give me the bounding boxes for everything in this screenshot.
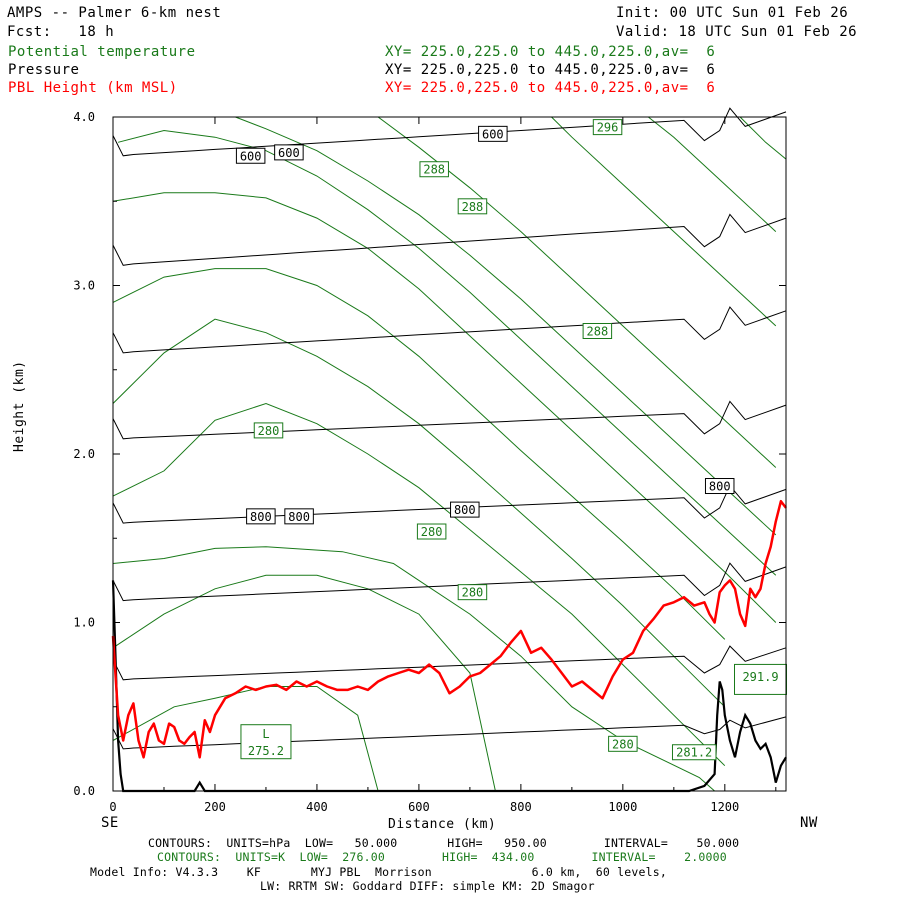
pbl-height-line (111, 499, 787, 759)
theta-label-10: 288 (587, 324, 609, 338)
theta-contour-11 (647, 116, 777, 232)
theta-label-2: 280 (258, 424, 280, 438)
valid-time: Valid: 18 UTC Sun 01 Feb 26 (616, 24, 858, 40)
y-tick-label-4: 4.0 (73, 110, 95, 124)
field-xy-pressure: XY= 225.0,225.0 to 445.0,225.0,av= 6 (385, 62, 716, 78)
pressure-label-3: 800 (709, 480, 731, 494)
theta-label-0: L (262, 727, 269, 741)
pressure-label-4-box (235, 147, 266, 164)
pressure-label-4: 600 (240, 149, 262, 163)
theta-contour-9 (377, 116, 777, 468)
theta-label-6-box (671, 744, 717, 761)
theta-label-5: 280 (612, 737, 634, 751)
footer-contours-pressure: CONTOURS: UNITS=hPa LOW= 50.000 HIGH= 95… (148, 836, 740, 850)
init-time: Init: 00 UTC Sun 01 Feb 26 (616, 5, 849, 21)
theta-label-4-box (457, 584, 488, 601)
theta-contour-6 (112, 192, 777, 623)
theta-label-9: 288 (462, 200, 484, 214)
field-name-pressure: Pressure (8, 62, 80, 78)
theta-label-3-box (416, 523, 447, 540)
theta-label-1: 275.2 (248, 744, 284, 758)
pressure-label-1-box (284, 508, 314, 525)
y-tick-label-2: 2.0 (73, 447, 95, 461)
pressure-label-1: 800 (288, 510, 310, 524)
theta-label-2-box (253, 422, 284, 439)
theta-low-box (240, 724, 292, 760)
theta-contour-3 (112, 402, 726, 767)
pressure-contour-6 (112, 213, 787, 266)
theta-contour-2 (112, 546, 715, 792)
theta-contour-1 (112, 574, 496, 792)
theta-label-3: 280 (421, 525, 443, 539)
pressure-label-6: 600 (482, 127, 504, 141)
pressure-contour-5 (112, 306, 787, 354)
x-tick-label-3: 600 (408, 800, 430, 814)
plot-frame (112, 116, 787, 792)
x-axis-label: Distance (km) (388, 817, 497, 832)
y-tick-label-1: 1.0 (73, 616, 95, 630)
pressure-contour-0 (112, 716, 787, 750)
theta-label-7: 291.9 (742, 670, 778, 684)
field-name-pbl: PBL Height (km MSL) (8, 80, 178, 96)
theta-291-box (734, 663, 788, 695)
pressure-label-0: 800 (250, 510, 272, 524)
y-tick-label-0: 0.0 (73, 784, 95, 798)
theta-label-11: 296 (597, 121, 619, 135)
pressure-label-5-box (274, 144, 304, 161)
field-name-theta: Potential temperature (8, 44, 196, 60)
y-tick-label-3: 3.0 (73, 279, 95, 293)
x-tick-label-1: 200 (204, 800, 226, 814)
pressure-label-3-box (704, 478, 735, 495)
pressure-label-6-box (478, 125, 508, 142)
forecast-hour: Fcst: 18 h (7, 24, 115, 40)
pressure-label-5: 600 (278, 146, 300, 160)
plot-title: AMPS -- Palmer 6-km nest (7, 5, 222, 21)
field-xy-theta: XY= 225.0,225.0 to 445.0,225.0,av= 6 (385, 44, 716, 60)
theta-label-4: 280 (462, 586, 484, 600)
x-tick-label-6: 1200 (710, 800, 739, 814)
theta-label-9-box (457, 198, 488, 215)
x-tick-label-0: 0 (109, 800, 116, 814)
x-end-label-right: NW (800, 815, 818, 831)
footer-model-info: Model Info: V4.3.3 KF MYJ PBL Morrison 6… (90, 865, 668, 879)
theta-contour-10 (551, 116, 777, 327)
pressure-label-0-box (246, 508, 276, 525)
pressure-contour-7 (112, 107, 787, 157)
x-tick-label-4: 800 (510, 800, 532, 814)
x-tick-label-5: 1000 (608, 800, 637, 814)
field-xy-pbl: XY= 225.0,225.0 to 445.0,225.0,av= 6 (385, 80, 716, 96)
theta-label-11-box (592, 119, 623, 136)
footer-physics: LW: RRTM SW: Goddard DIFF: simple KM: 2D… (260, 879, 595, 893)
theta-label-8: 288 (423, 163, 445, 177)
pressure-label-2: 800 (454, 503, 476, 517)
footer-contours-theta: CONTOURS: UNITS=K LOW= 276.00 HIGH= 434.… (157, 850, 727, 864)
pressure-contour-4 (112, 400, 787, 440)
theta-label-8-box (419, 161, 449, 178)
theta-contour-5 (112, 268, 726, 640)
y-axis-label: Height (km) (12, 360, 27, 452)
pressure-contour-2 (112, 562, 787, 602)
theta-contour-4 (112, 318, 726, 708)
theta-label-5-box (608, 735, 638, 752)
theta-label-10-box (582, 322, 613, 339)
theta-contour-12 (739, 116, 787, 160)
pressure-contour-1 (112, 645, 787, 681)
theta-contour-8 (235, 116, 777, 536)
x-tick-label-2: 400 (306, 800, 328, 814)
theta-contour-7 (117, 129, 777, 576)
pressure-label-2-box (450, 501, 480, 518)
pressure-contour-3 (112, 484, 787, 524)
x-end-label-left: SE (101, 815, 119, 831)
theta-label-6: 281.2 (676, 746, 712, 760)
